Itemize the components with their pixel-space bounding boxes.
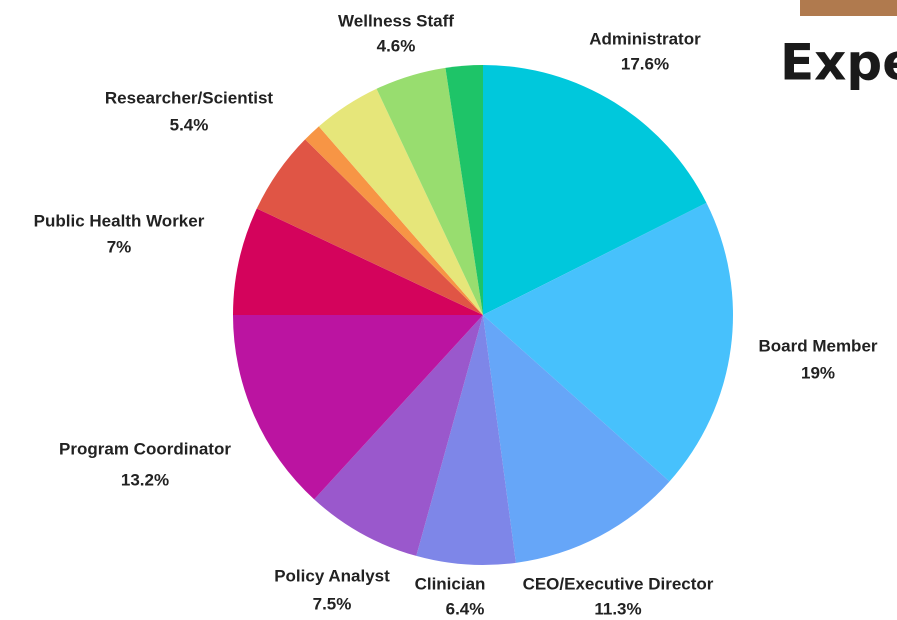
value-label: 11.3% <box>594 599 641 618</box>
value-label: 5.4% <box>170 115 209 134</box>
value-label: 7.5% <box>313 594 352 613</box>
heading: Expe <box>780 34 897 92</box>
slice-label: Public Health Worker <box>34 211 205 230</box>
slice-label: Policy Analyst <box>274 566 390 585</box>
slice-label: Board Member <box>758 336 877 355</box>
value-label: 13.2% <box>121 470 169 489</box>
slice-label: Program Coordinator <box>59 439 231 458</box>
slice-label: CEO/Executive Director <box>523 574 714 593</box>
pie <box>233 65 733 565</box>
value-label: 19% <box>801 363 835 382</box>
value-label: 7% <box>107 237 132 256</box>
slice-label: Researcher/Scientist <box>105 88 274 107</box>
slice-label: Clinician <box>415 574 486 593</box>
slice-label: Administrator <box>589 29 701 48</box>
page: Expe Administrator 17.6% Board Member 19% CE… <box>0 0 897 620</box>
value-label: 4.6% <box>377 36 416 55</box>
slice-label: Wellness Staff <box>338 11 454 30</box>
chart: Expe Administrator 17.6% Board Member 19% CE… <box>0 0 897 620</box>
value-label: 17.6% <box>621 54 669 73</box>
photo-edge <box>800 0 897 16</box>
value-label: 6.4% <box>446 599 485 618</box>
